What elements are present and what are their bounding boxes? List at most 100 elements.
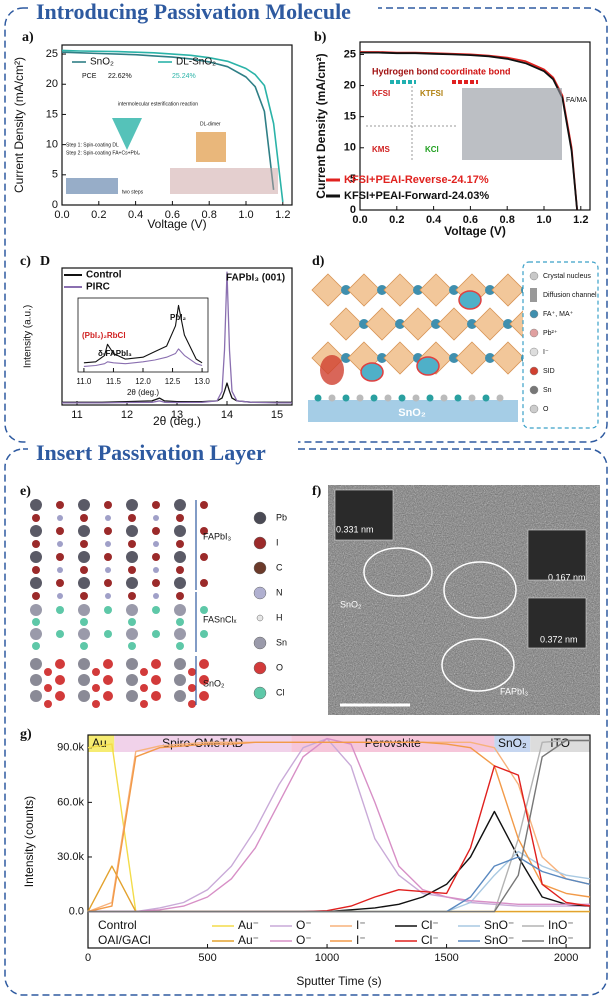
legend-icon — [530, 288, 537, 302]
atom — [30, 628, 42, 640]
x-tick-label: 0.8 — [202, 209, 217, 221]
atom — [152, 501, 160, 509]
layer-region — [530, 735, 590, 752]
x-tick-label: 1.2 — [573, 214, 588, 226]
atom — [200, 606, 208, 614]
atom — [151, 691, 161, 701]
x-tick-label: 12.0 — [135, 377, 151, 386]
y-tick-label: 10 — [46, 139, 58, 151]
region-label: ITO — [550, 736, 570, 750]
atom — [151, 675, 161, 685]
surface-atom — [370, 394, 378, 402]
atom — [126, 674, 138, 686]
annotation: Hydrogen bond — [372, 66, 439, 76]
legend-label: Au⁻ — [238, 918, 259, 932]
atom — [104, 630, 112, 638]
layer-label: FAPbI₃ — [203, 531, 232, 541]
atom — [57, 541, 63, 547]
section-title: Insert Passivation Layer — [36, 440, 266, 465]
legend-label: Sn — [276, 637, 287, 647]
legend-label: Crystal nucleus — [543, 273, 591, 280]
atom — [174, 604, 186, 616]
nucleus — [320, 355, 344, 385]
region-ring — [443, 561, 517, 619]
x-tick-label: 0.2 — [91, 209, 106, 221]
atom — [56, 630, 64, 638]
atom — [55, 659, 65, 669]
atom — [30, 577, 42, 589]
legend-label: Au⁻ — [238, 933, 259, 947]
octahedron — [437, 307, 471, 341]
legend-icon — [253, 661, 267, 675]
x-axis-label: Voltage (V) — [147, 217, 206, 231]
legend-label: O — [543, 406, 549, 413]
atom — [128, 540, 136, 548]
legend-label: O⁻ — [296, 933, 312, 947]
legend-label: Diffusion channel — [543, 292, 597, 299]
atom — [126, 551, 138, 563]
atom — [78, 577, 90, 589]
surface-atom — [356, 394, 364, 402]
atom — [30, 525, 42, 537]
atom — [78, 525, 90, 537]
layer-region — [88, 735, 115, 752]
data-line — [61, 49, 284, 203]
atom — [92, 700, 100, 708]
atom — [44, 684, 52, 692]
atom — [152, 630, 160, 638]
atom — [44, 668, 52, 676]
x-tick-label: 11.0 — [76, 377, 92, 386]
atom — [128, 514, 136, 522]
x-tick-label: 0.6 — [165, 209, 180, 221]
cation — [377, 353, 387, 363]
cation — [359, 319, 369, 329]
y-tick-label: 5 — [52, 169, 58, 181]
y-tick-label: 5 — [350, 173, 356, 185]
x-axis-label: 2θ (deg.) — [153, 414, 201, 428]
atom — [78, 674, 90, 686]
atom — [56, 527, 64, 535]
x-tick-label: 14 — [221, 409, 233, 421]
x-tick-label: 1.0 — [238, 209, 253, 221]
legend-label: Cl⁻ — [421, 918, 439, 932]
atom — [30, 551, 42, 563]
x-tick-label: 500 — [198, 952, 216, 964]
legend-icon — [253, 636, 267, 650]
cation — [341, 285, 351, 295]
octahedron — [311, 273, 345, 307]
legend-label: Pb — [276, 512, 287, 522]
sid-molecule — [458, 290, 482, 310]
y-axis-label: Intensity (counts) — [22, 796, 36, 887]
substrate-label: SnO₂ — [398, 407, 426, 419]
data-line — [83, 348, 203, 367]
atom — [126, 525, 138, 537]
image-label: 0.372 nm — [540, 634, 578, 644]
layer-region — [291, 735, 495, 752]
layer-region — [494, 735, 531, 752]
section-frame — [4, 448, 608, 996]
annotation: (PbI₂)₂RbCl — [82, 331, 126, 340]
region-label: Perovskite — [365, 736, 421, 750]
annotation: PCE — [82, 73, 97, 80]
sid-molecule — [360, 362, 384, 382]
atom — [44, 700, 52, 708]
legend-icon — [529, 404, 539, 414]
fft-inset — [334, 489, 394, 541]
atom — [126, 628, 138, 640]
atom — [188, 700, 196, 708]
atom — [78, 499, 90, 511]
atom — [32, 566, 40, 574]
atom — [80, 566, 88, 574]
atom — [126, 499, 138, 511]
atom — [200, 630, 208, 638]
cation — [485, 285, 495, 295]
surface-atom — [482, 394, 490, 402]
legend-label: N — [276, 587, 283, 597]
y-tick-label: 0.0 — [69, 905, 84, 917]
data-line — [88, 739, 590, 913]
atom — [30, 499, 42, 511]
y-tick-label: 0 — [350, 204, 356, 216]
atom — [80, 618, 88, 626]
legend-label: DL-SnO₂ — [176, 57, 216, 68]
atom — [80, 592, 88, 600]
